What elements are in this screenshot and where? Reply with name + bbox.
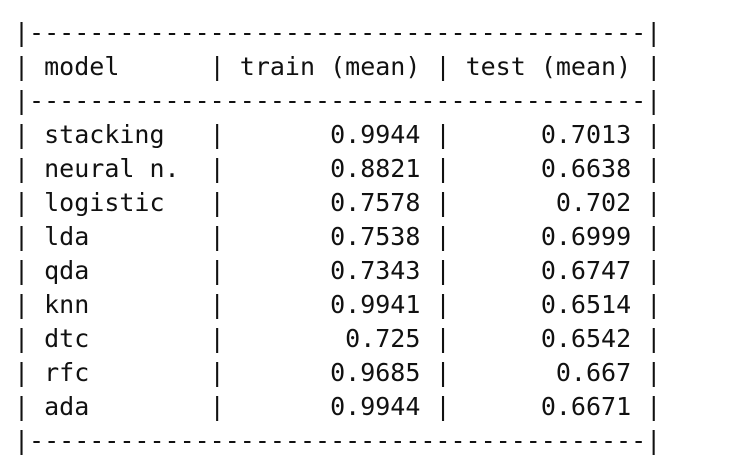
cell-test: 0.7013	[465, 120, 632, 149]
cell-test: test (mean)	[465, 52, 632, 81]
cell-test: 0.6671	[465, 392, 632, 421]
cell-test: 0.6542	[465, 324, 632, 353]
table-row: | neural n. | 0.8821 | 0.6638 |	[14, 154, 662, 183]
cell-model: stacking	[44, 120, 195, 149]
table-row: | knn | 0.9941 | 0.6514 |	[14, 290, 662, 319]
cell-train: 0.7538	[239, 222, 421, 251]
table-header-row: | model | train (mean) | test (mean) |	[14, 52, 662, 81]
cell-test: 0.6999	[465, 222, 632, 251]
cell-test: 0.6747	[465, 256, 632, 285]
cell-model: ada	[44, 392, 195, 421]
cell-train: 0.9941	[239, 290, 421, 319]
table-row: | dtc | 0.725 | 0.6542 |	[14, 324, 662, 353]
cell-train: 0.9944	[239, 392, 421, 421]
cell-train: 0.7343	[239, 256, 421, 285]
table-row: | ada | 0.9944 | 0.6671 |	[14, 392, 662, 421]
table-border-bottom: |---------------------------------------…	[14, 426, 662, 455]
cell-model: model	[44, 52, 195, 81]
cell-model: knn	[44, 290, 195, 319]
cell-model: dtc	[44, 324, 195, 353]
table-row: | lda | 0.7538 | 0.6999 |	[14, 222, 662, 251]
cell-train: 0.9944	[239, 120, 421, 149]
cell-model: rfc	[44, 358, 195, 387]
cell-test: 0.702	[465, 188, 632, 217]
cell-train: 0.725	[239, 324, 421, 353]
table-row: | qda | 0.7343 | 0.6747 |	[14, 256, 662, 285]
cell-model: lda	[44, 222, 195, 251]
results-table: |---------------------------------------…	[14, 16, 661, 458]
cell-model: logistic	[44, 188, 195, 217]
cell-test: 0.6638	[465, 154, 632, 183]
table-row: | rfc | 0.9685 | 0.667 |	[14, 358, 662, 387]
cell-train: train (mean)	[239, 52, 421, 81]
cell-train: 0.8821	[239, 154, 421, 183]
table-row: | stacking | 0.9944 | 0.7013 |	[14, 120, 662, 149]
table-row: | logistic | 0.7578 | 0.702 |	[14, 188, 662, 217]
cell-test: 0.6514	[465, 290, 632, 319]
cell-train: 0.7578	[239, 188, 421, 217]
table-header-separator: |---------------------------------------…	[14, 86, 662, 115]
table-border-top: |---------------------------------------…	[14, 18, 662, 47]
cell-test: 0.667	[465, 358, 632, 387]
cell-train: 0.9685	[239, 358, 421, 387]
cell-model: neural n.	[44, 154, 195, 183]
cell-model: qda	[44, 256, 195, 285]
